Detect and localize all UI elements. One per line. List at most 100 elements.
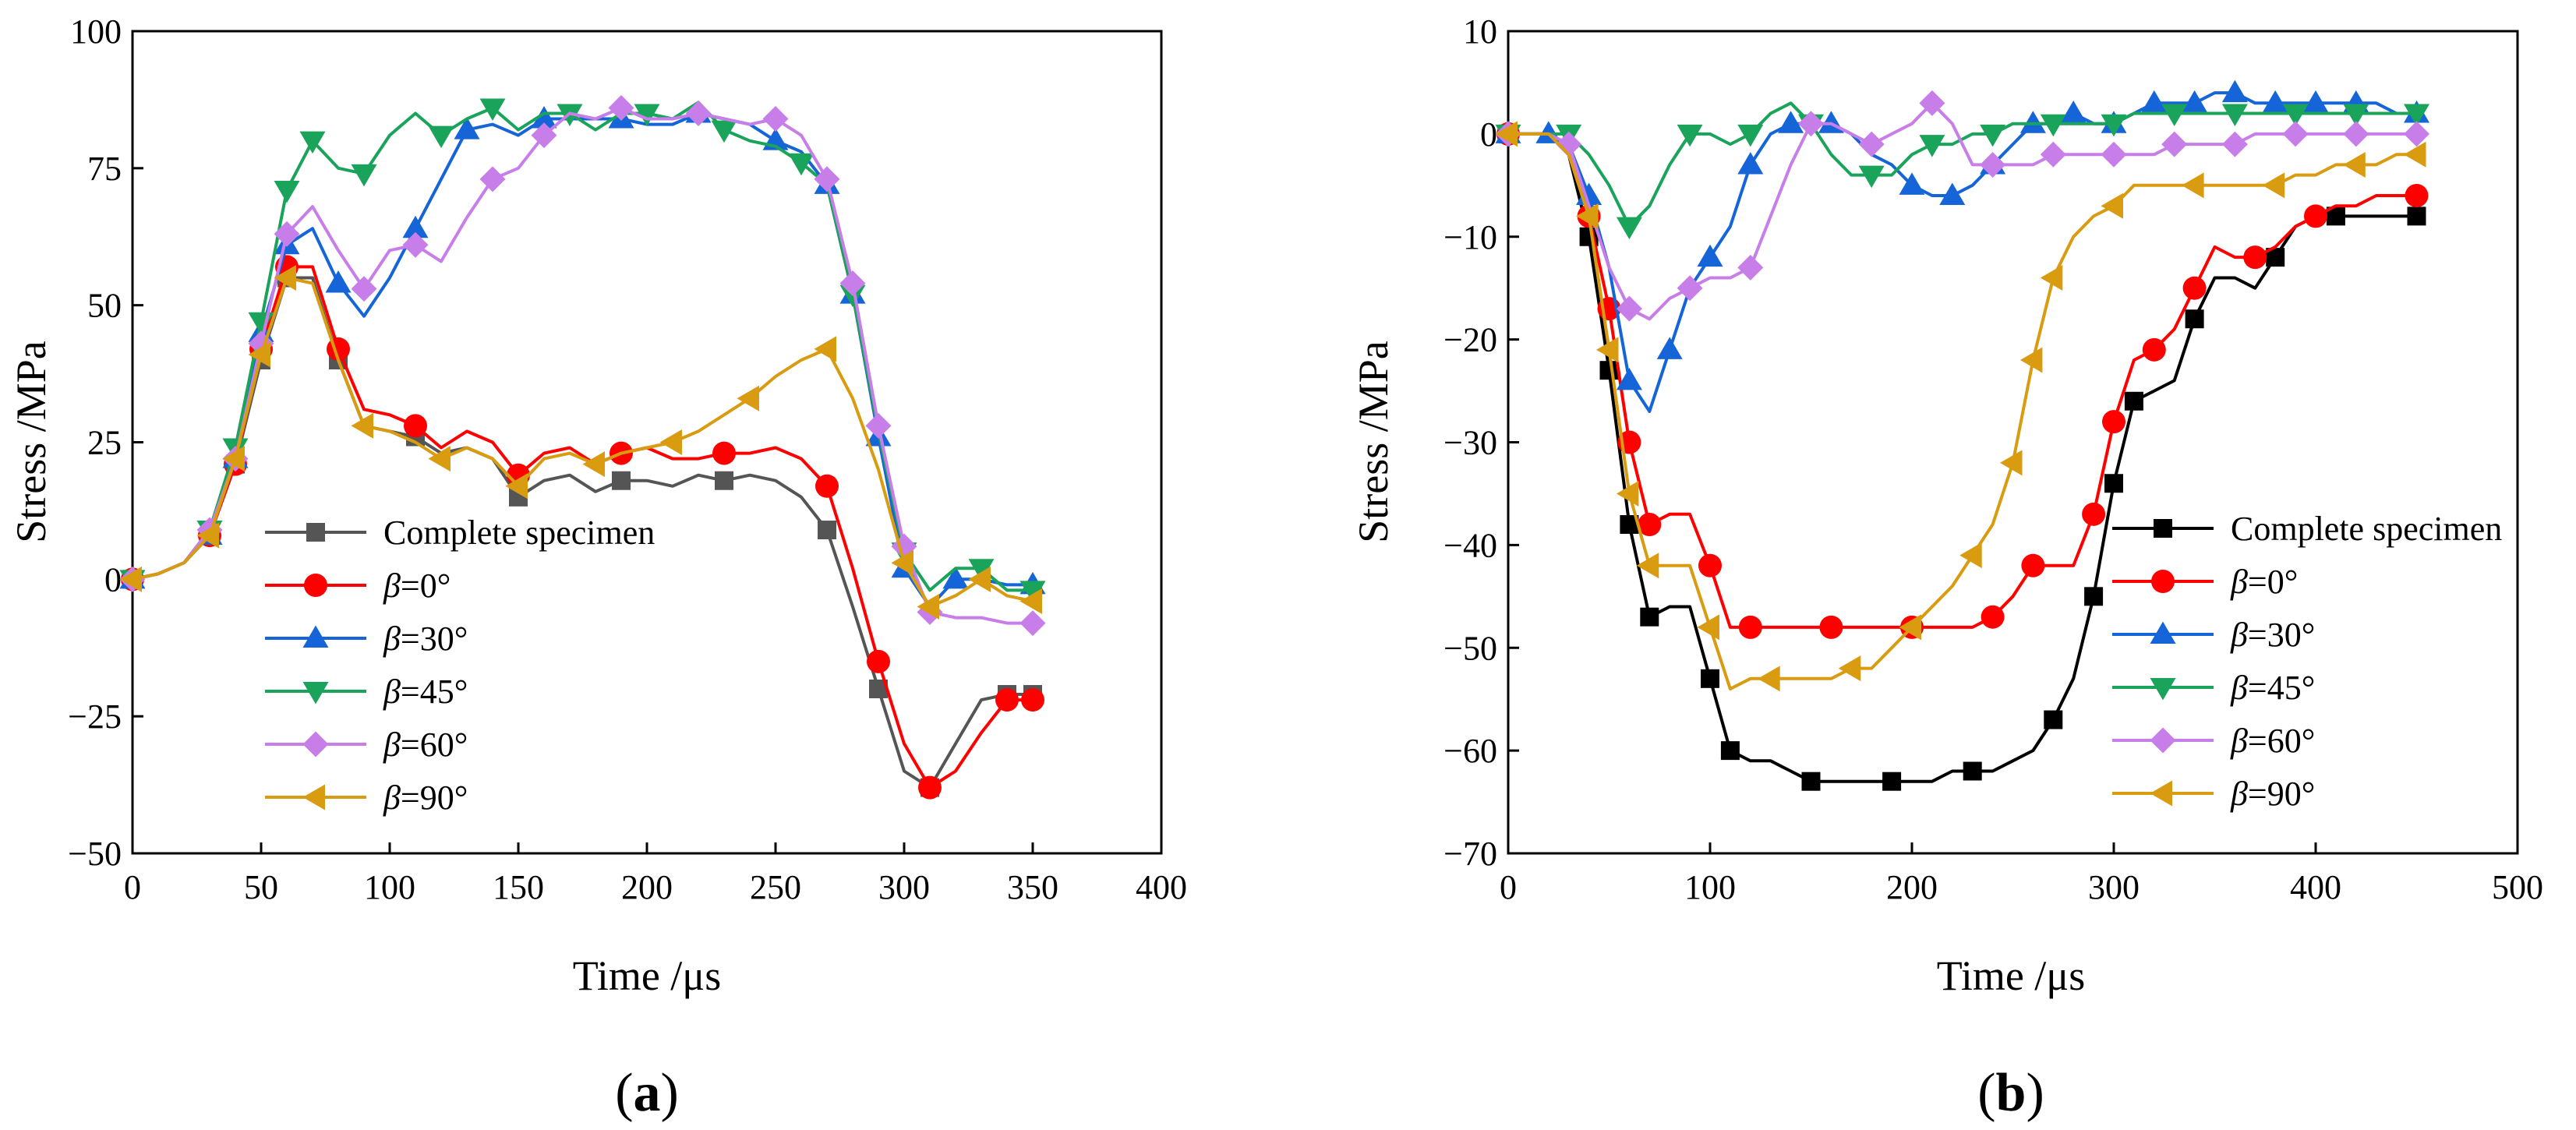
data-point	[248, 341, 270, 368]
data-point	[762, 106, 789, 132]
data-point	[818, 521, 836, 540]
x-tick-label: 300	[878, 868, 930, 906]
data-point	[2343, 121, 2369, 147]
data-point	[2021, 553, 2045, 577]
data-point	[2101, 114, 2127, 137]
y-tick-label: 100	[70, 12, 122, 51]
legend-marker	[2150, 727, 2176, 754]
y-tick-label: −10	[1443, 218, 1497, 256]
series-β=90°	[119, 265, 1042, 620]
panel-label: (b)	[1977, 1063, 2044, 1123]
data-point	[1963, 761, 1982, 781]
data-point	[2262, 172, 2285, 199]
plot-frame	[131, 30, 1163, 855]
series-β=60°	[1495, 90, 2429, 322]
data-point	[1858, 165, 1885, 189]
y-tick-label: 0	[104, 560, 122, 599]
data-point	[1019, 581, 1046, 603]
x-tick-label: 400	[2290, 868, 2341, 906]
data-point	[1019, 610, 1046, 637]
legend-label: Complete specimen	[383, 514, 655, 552]
data-point	[1616, 217, 1642, 240]
data-point	[2185, 309, 2204, 329]
x-tick-label: 500	[2492, 868, 2543, 906]
data-point	[582, 451, 605, 478]
data-point	[325, 270, 352, 293]
data-point	[2000, 450, 2023, 476]
data-point	[1778, 111, 1804, 133]
data-point	[814, 336, 836, 362]
data-point	[2243, 245, 2267, 270]
x-tick-label: 100	[1684, 868, 1736, 906]
data-point	[351, 412, 373, 439]
data-point	[2343, 104, 2369, 126]
y-tick-label: −50	[1443, 629, 1497, 667]
data-point	[2124, 391, 2143, 411]
y-tick-label: −30	[1443, 424, 1497, 462]
data-point	[1616, 295, 1642, 322]
data-point	[1737, 254, 1764, 281]
data-point	[1737, 151, 1764, 175]
data-point	[865, 412, 892, 439]
legend-marker	[302, 682, 329, 704]
data-point	[1720, 741, 1740, 761]
plot-frame	[1507, 30, 2519, 855]
data-point	[1939, 182, 1966, 205]
data-point	[531, 106, 557, 129]
data-point	[1576, 203, 1599, 229]
series-line	[1508, 91, 2417, 413]
data-point	[995, 688, 1019, 712]
data-point	[1698, 553, 1722, 577]
panel-label: (a)	[615, 1063, 679, 1123]
data-point	[274, 265, 296, 291]
legend-label: β=60°	[383, 726, 468, 764]
data-point	[968, 559, 995, 581]
legend-marker	[2154, 519, 2172, 538]
data-point	[351, 164, 377, 187]
data-point	[942, 566, 969, 589]
legend-marker	[2151, 570, 2175, 593]
x-tick-label: 50	[244, 868, 278, 906]
chart-panel-b: 0 100 200 300 400 500 −70 −60 −50 −40 −30 −20 −10 0 10…	[1350, 12, 2543, 1123]
data-point	[1677, 275, 1703, 302]
series-line	[1508, 132, 2417, 690]
x-axis-title: Time /μs	[1937, 952, 2086, 999]
data-point	[2221, 131, 2248, 157]
data-point	[1616, 480, 1639, 507]
data-point	[685, 101, 712, 126]
data-point	[634, 104, 660, 126]
y-tick-label: 0	[1480, 115, 1497, 154]
legend-label: β=90°	[383, 779, 468, 817]
data-point	[2182, 172, 2204, 199]
data-point	[2102, 410, 2125, 434]
data-point	[659, 429, 682, 455]
data-point	[2282, 104, 2309, 126]
x-tick-label: 200	[621, 868, 673, 906]
data-point	[2221, 104, 2248, 126]
data-point	[2182, 276, 2207, 300]
y-axis-title: Stress /MPa	[8, 341, 55, 543]
data-point	[196, 522, 219, 549]
legend-label: β=45°	[383, 673, 468, 711]
series-line	[1508, 132, 2417, 783]
data-point	[299, 131, 326, 154]
data-point	[711, 120, 737, 143]
x-tick-label: 200	[1886, 868, 1938, 906]
y-tick-label: 50	[87, 287, 122, 325]
data-point	[479, 98, 506, 121]
data-point	[1738, 615, 1762, 639]
legend-label: β=60°	[2230, 722, 2315, 760]
data-point	[917, 594, 939, 620]
x-tick-label: 400	[1136, 868, 1187, 906]
data-point	[2104, 474, 2123, 493]
data-point	[1980, 124, 2006, 147]
data-point	[2161, 131, 2188, 157]
data-point	[1636, 553, 1659, 579]
y-tick-label: 75	[87, 150, 122, 188]
y-tick-label: −50	[68, 835, 122, 873]
data-point	[1919, 90, 1945, 116]
data-point	[1677, 124, 1703, 147]
x-axis-title: Time /μs	[573, 952, 722, 999]
data-point	[1638, 513, 1662, 536]
